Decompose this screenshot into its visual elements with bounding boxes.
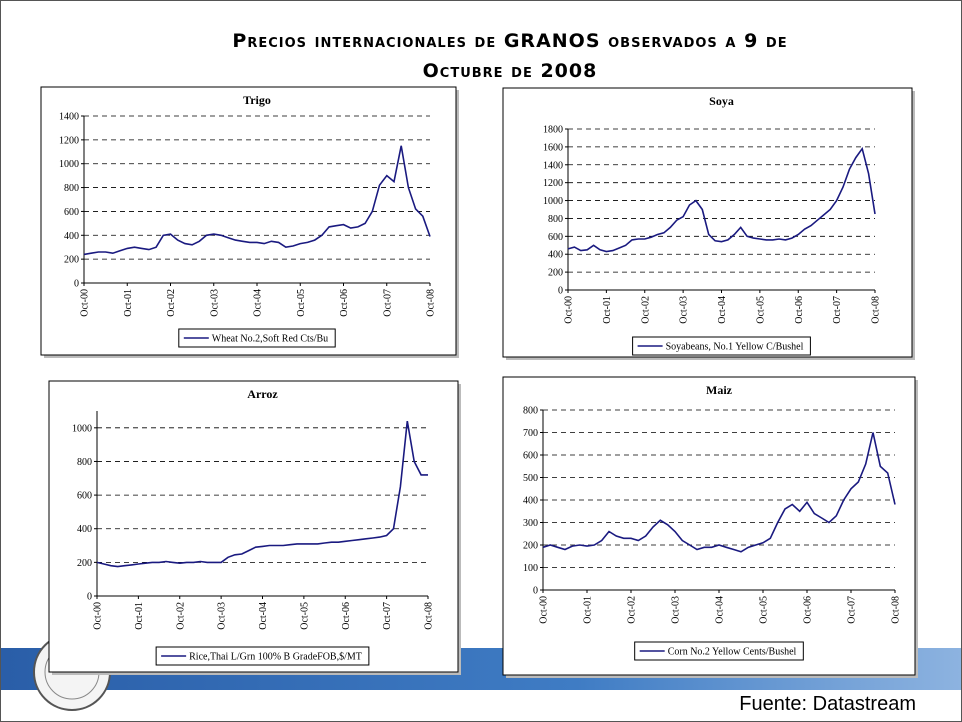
y-tick-label: 1400 [59,112,79,123]
x-tick-label: Oct-08 [426,289,437,317]
y-tick-label: 600 [77,491,92,502]
y-tick-label: 1400 [543,160,563,171]
legend-label: Rice,Thai L/Grn 100% B GradeFOB,$/MT [189,652,362,663]
x-tick-label: Oct-02 [175,602,186,630]
chart-box [40,86,457,356]
y-tick-label: 1000 [543,196,563,207]
y-tick-label: 200 [523,541,538,552]
y-tick-label: 1200 [59,135,79,146]
y-tick-label: 400 [523,496,538,507]
y-tick-label: 300 [523,518,538,529]
x-tick-label: Oct-05 [299,602,310,630]
y-tick-label: 600 [64,207,79,218]
x-tick-label: Oct-05 [296,289,307,317]
y-tick-label: 400 [64,231,79,242]
x-tick-label: Oct-05 [759,596,770,624]
x-tick-label: Oct-06 [339,289,350,317]
chart-title: Trigo [243,93,271,107]
y-tick-label: 1000 [59,159,79,170]
chart-title: Arroz [247,387,278,401]
x-tick-label: Oct-07 [382,602,393,630]
slide-title: Octubre de 2008 [423,60,598,82]
series-line [542,432,896,553]
x-tick-label: Oct-08 [871,296,882,324]
y-tick-label: 800 [548,214,563,225]
source: Fuente: Datastream [739,693,916,715]
chart-box [502,87,913,358]
x-tick-label: Oct-00 [564,296,575,324]
x-tick-label: Oct-05 [755,296,766,324]
y-tick-label: 600 [523,451,538,462]
x-tick-label: Oct-02 [166,289,177,317]
y-tick-label: 100 [523,563,538,574]
y-tick-label: 0 [74,279,79,290]
y-tick-label: 1200 [543,178,563,189]
legend-box [155,646,370,666]
x-tick-label: Oct-04 [715,596,726,624]
legend-box [178,328,336,348]
legend-box [632,336,811,356]
y-tick-label: 800 [64,183,79,194]
x-tick-label: Oct-04 [717,296,728,324]
x-tick-label: Oct-07 [382,289,393,317]
x-tick-label: Oct-04 [258,602,269,630]
legend-box [634,641,804,661]
legend-label: Wheat No.2,Soft Red Cts/Bu [212,334,328,345]
x-tick-label: Oct-03 [679,296,690,324]
chart-box [502,376,916,676]
y-tick-label: 0 [533,586,538,597]
x-tick-label: Oct-06 [341,602,352,630]
y-tick-label: 1000 [72,423,92,434]
x-tick-label: Oct-02 [640,296,651,324]
x-tick-label: Oct-00 [539,596,550,624]
x-tick-label: Oct-08 [424,602,435,630]
x-tick-label: Oct-03 [217,602,228,630]
x-tick-label: Oct-01 [583,596,594,624]
y-tick-label: 200 [77,558,92,569]
y-tick-label: 800 [77,457,92,468]
y-tick-label: 400 [77,524,92,535]
series-line [96,420,428,568]
x-tick-label: Oct-02 [627,596,638,624]
y-tick-label: 1600 [543,142,563,153]
x-tick-label: Oct-04 [253,289,264,317]
y-tick-label: 800 [523,406,538,417]
y-tick-label: 200 [548,268,563,279]
x-tick-label: Oct-01 [134,602,145,630]
x-tick-label: Oct-03 [671,596,682,624]
chart-title: Soya [709,94,734,108]
y-tick-label: 400 [548,250,563,261]
y-tick-label: 500 [523,473,538,484]
series-line [567,146,876,253]
x-tick-label: Oct-00 [93,602,104,630]
x-tick-label: Oct-07 [832,296,843,324]
x-tick-label: Oct-00 [80,289,91,317]
x-tick-label: Oct-06 [803,596,814,624]
x-tick-label: Oct-07 [847,596,858,624]
x-tick-label: Oct-06 [794,296,805,324]
y-tick-label: 700 [523,428,538,439]
y-tick-label: 0 [87,592,92,603]
y-tick-label: 600 [548,232,563,243]
slide-title: Precios internacionales de GRANOS observ… [232,30,787,52]
chart-box [48,380,459,673]
series-line [83,145,431,256]
x-tick-label: Oct-01 [602,296,613,324]
x-tick-label: Oct-01 [123,289,134,317]
y-tick-label: 0 [558,286,563,297]
chart-title: Maiz [706,383,733,397]
x-tick-label: Oct-08 [891,596,902,624]
legend-label: Soyabeans, No.1 Yellow C/Bushel [666,342,804,353]
y-tick-label: 200 [64,255,79,266]
legend-label: Corn No.2 Yellow Cents/Bushel [668,647,797,658]
y-tick-label: 1800 [543,125,563,136]
x-tick-label: Oct-03 [209,289,220,317]
